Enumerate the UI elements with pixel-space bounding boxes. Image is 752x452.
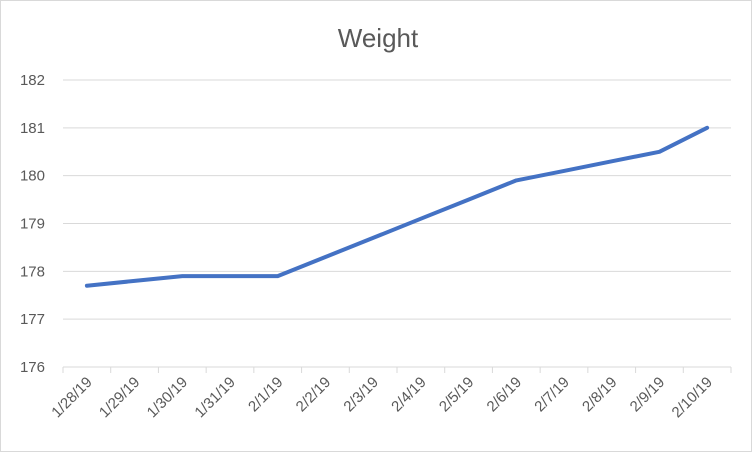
x-tick-label: 2/3/19	[340, 374, 382, 416]
y-tick-label: 182	[20, 72, 45, 89]
gridlines	[63, 79, 731, 320]
series-layer	[84, 125, 710, 288]
x-tick-label: 1/30/19	[144, 374, 191, 421]
x-tick-label: 2/4/19	[388, 374, 430, 416]
chart-title: Weight	[338, 23, 419, 53]
x-axis: 1/28/19 1/29/19 1/30/19 1/31/19 2/1/19 2/2/19…	[48, 366, 732, 421]
x-tick-label: 2/1/19	[245, 374, 287, 416]
y-tick-label: 181	[20, 120, 45, 137]
x-tick-label: 2/9/19	[627, 374, 669, 416]
x-tick-label: 2/2/19	[293, 374, 335, 416]
x-tick-label: 1/28/19	[48, 374, 95, 421]
y-tick-label: 180	[20, 168, 45, 185]
x-tick-label: 2/8/19	[579, 374, 621, 416]
x-tick-label: 2/7/19	[531, 374, 573, 416]
y-tick-label: 177	[20, 311, 45, 328]
x-tick-label: 1/29/19	[96, 374, 143, 421]
x-tick-label: 1/31/19	[191, 374, 238, 421]
series-line-0	[84, 125, 710, 288]
x-tick-label: 2/10/19	[669, 374, 716, 421]
y-axis-tick-labels: 176 177 178 179 180 181 182	[20, 72, 45, 376]
x-tick-label: 2/6/19	[484, 374, 526, 416]
y-tick-label: 176	[20, 359, 45, 376]
y-tick-label: 178	[20, 263, 45, 280]
x-tick-label: 2/5/19	[436, 374, 478, 416]
y-tick-label: 179	[20, 216, 45, 233]
